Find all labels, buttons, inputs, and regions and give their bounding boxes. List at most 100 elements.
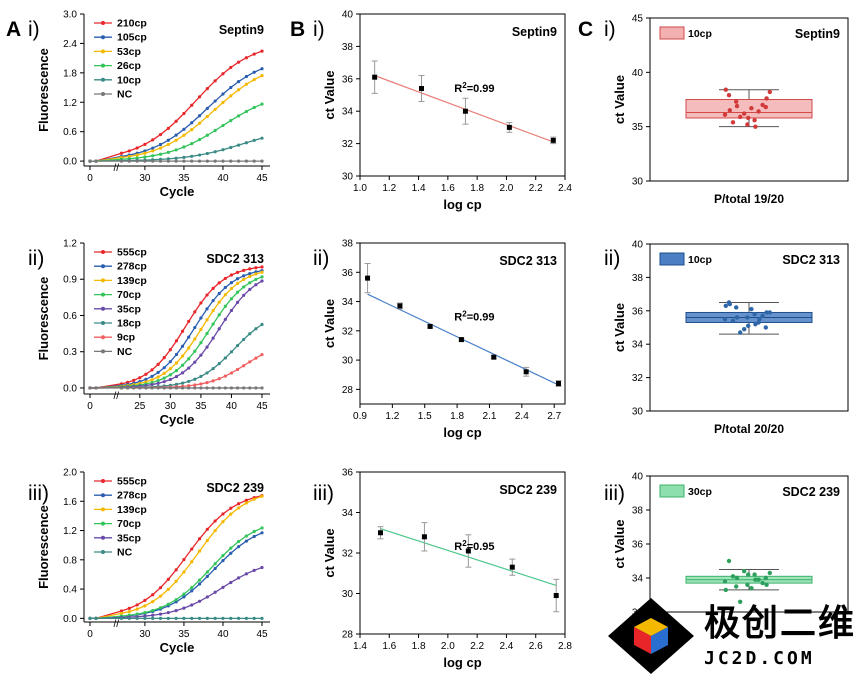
a-i-series-point-10cp xyxy=(205,151,209,156)
a-ii-series-point-35cp xyxy=(193,360,197,364)
b-ii-x-tick-label: 2.4 xyxy=(515,411,529,422)
a-i-y-tick-label: 3.0 xyxy=(63,10,77,21)
a-iii-series-point-35cp xyxy=(143,614,147,618)
a-iii-series-point-555cp xyxy=(143,598,147,603)
a-i-series-point-nc xyxy=(190,159,194,163)
a-ii-series-point-555cp xyxy=(180,329,185,333)
a-i-series-point-nc xyxy=(182,159,186,163)
a-iii-legend-marker-139cp xyxy=(101,507,105,512)
c-i-y-tick-label: 40 xyxy=(632,68,644,79)
b-iii-x-tick-label: 2.8 xyxy=(558,641,572,652)
a-iii-series-point-nc xyxy=(229,616,233,620)
c-i-data-point xyxy=(760,102,765,108)
a-ii-series-point-139cp xyxy=(242,277,246,282)
b-i-y-tick-label: 36 xyxy=(342,74,354,85)
a-ii-series-point-555cp xyxy=(156,362,160,366)
a-ii-series-point-18cp xyxy=(180,381,185,385)
c-iii-data-point xyxy=(749,586,754,591)
a-ii-legend-label-18cp: 18cp xyxy=(117,318,141,330)
a-i-series-point-105cp xyxy=(213,99,217,103)
b-i-y-axis-label: ct Value xyxy=(322,70,337,119)
b-ii-y-tick-label: 32 xyxy=(342,326,354,337)
c-iii-data-point xyxy=(767,570,772,576)
a-iii-legend-marker-35cp xyxy=(101,535,105,540)
a-ii-x-tick-label: 40 xyxy=(226,401,238,412)
a-ii-series-point-nc xyxy=(205,386,209,390)
a-iii-series-point-nc xyxy=(252,616,256,620)
a-i-series-point-210cp xyxy=(252,52,256,56)
a-i-y-axis-label: Fluorescence xyxy=(36,48,51,132)
a-i-x-tick-label: 45 xyxy=(256,173,268,184)
c-ii-ptotal-label: P/total 20/20 xyxy=(714,422,784,436)
a-ii-series-point-35cp xyxy=(235,300,240,304)
a-iii-series-point-278cp xyxy=(190,589,194,593)
a-ii-x-tick-label: 30 xyxy=(165,401,177,412)
a-iii-series-point-nc xyxy=(221,616,225,620)
a-ii-series-point-nc xyxy=(162,386,166,390)
a-i-y-tick-label: 1.2 xyxy=(63,98,77,109)
panel-label-b-iii: iii) xyxy=(313,482,334,505)
b-i-y-tick-label: 30 xyxy=(342,172,354,183)
a-iii-legend-marker-278cp xyxy=(101,493,105,498)
a-iii-legend-marker-70cp xyxy=(101,521,105,526)
c-ii-data-point xyxy=(738,330,743,335)
a-i-series-point-53cp xyxy=(135,153,139,157)
b-ii-y-tick-label: 36 xyxy=(342,268,354,279)
b-iii-data-point xyxy=(509,564,515,570)
a-ii-series-point-555cp xyxy=(193,310,197,314)
a-ii-series-point-278cp xyxy=(193,325,197,330)
a-ii-series-point-70cp xyxy=(174,368,179,373)
a-ii-series-point-35cp xyxy=(174,374,179,379)
c-i-data-point xyxy=(722,112,728,117)
b-ii-x-tick-label: 2.7 xyxy=(547,411,561,422)
a-iii-series-point-nc xyxy=(182,616,186,620)
a-ii-series-point-555cp xyxy=(217,281,221,285)
a-ii-series-point-555cp xyxy=(248,267,252,271)
a-ii-series-point-18cp xyxy=(174,382,179,386)
a-ii-series-point-35cp xyxy=(168,377,172,382)
a-ii-series-point-9cp xyxy=(248,360,252,364)
a-ii-series-point-139cp xyxy=(211,309,215,313)
a-iii-series-point-139cp xyxy=(236,506,241,510)
a-i-series-point-53cp xyxy=(252,77,256,82)
b-ii-data-point xyxy=(556,381,562,387)
a-iii-series-point-70cp xyxy=(213,562,217,566)
c-ii-data-point xyxy=(764,310,769,315)
a-iii-series-point-70cp xyxy=(260,526,264,530)
b-i-x-tick-label: 1.2 xyxy=(382,183,396,194)
c-iii-data-point xyxy=(753,577,758,582)
a-ii-series-point-nc xyxy=(132,386,136,390)
c-i-data-point xyxy=(730,120,736,125)
b-i-x-tick-label: 1.0 xyxy=(353,183,367,194)
a-iii-x-tick-label: 45 xyxy=(256,629,268,640)
a-ii-x-tick-label: 0 xyxy=(87,401,93,412)
a-i-y-tick-label: 0.6 xyxy=(63,127,77,138)
a-ii-series-point-nc xyxy=(150,386,154,390)
a-iii-series-point-70cp xyxy=(221,554,225,558)
a-iii-series-point-555cp xyxy=(213,519,217,523)
a-i-series-point-26cp xyxy=(190,142,194,146)
a-ii-series-point-70cp xyxy=(254,277,258,282)
b-iii-y-tick-label: 30 xyxy=(342,589,354,600)
a-ii-series-point-35cp xyxy=(254,283,258,287)
a-i-series-point-105cp xyxy=(166,138,170,142)
a-ii-series-point-9cp xyxy=(193,383,197,387)
a-i-series-point-26cp xyxy=(174,148,178,152)
a-i-series-point-210cp xyxy=(119,151,124,155)
b-i-title: Septin9 xyxy=(512,25,557,39)
a-ii-series-point-18cp xyxy=(205,371,209,375)
a-ii-series-point-139cp xyxy=(248,274,252,278)
a-i-series-point-26cp xyxy=(260,102,264,106)
a-iii-series-point-555cp xyxy=(182,557,186,562)
a-ii-series-point-nc xyxy=(242,386,246,390)
a-i-series-point-53cp xyxy=(244,82,248,86)
watermark: 极创二维 JC2D.COM xyxy=(606,596,864,676)
b-i-y-tick-label: 38 xyxy=(342,42,354,53)
b-i-x-axis-label: log cp xyxy=(443,197,481,212)
a-i-legend-label-105cp: 105cp xyxy=(117,32,147,44)
a-i-series-point-53cp xyxy=(229,94,233,98)
a-ii-series-point-nc xyxy=(119,386,124,390)
a-ii-series-point-555cp xyxy=(162,356,166,360)
a-i-series-point-10cp xyxy=(182,155,186,159)
a-i-series-point-26cp xyxy=(182,145,186,149)
